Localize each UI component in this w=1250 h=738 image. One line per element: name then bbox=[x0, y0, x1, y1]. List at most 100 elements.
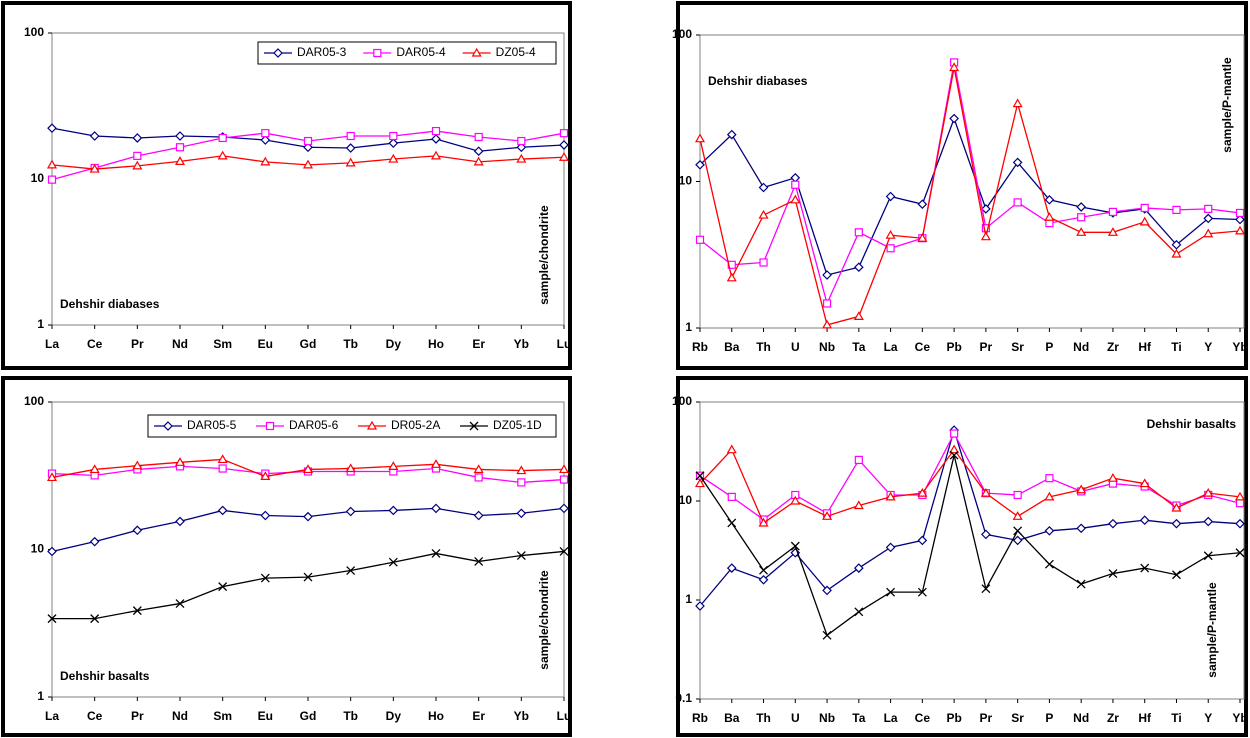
marker bbox=[1139, 478, 1150, 488]
x-tick-label: Dy bbox=[386, 337, 402, 351]
marker bbox=[981, 584, 991, 594]
y-tick-label: 100 bbox=[672, 394, 692, 408]
marker bbox=[1171, 502, 1182, 512]
x-tick-label: Sm bbox=[213, 337, 232, 351]
marker bbox=[822, 270, 832, 280]
x-tick-label: Nb bbox=[819, 711, 835, 725]
legend-marker bbox=[469, 421, 479, 431]
x-tick-label: Eu bbox=[258, 337, 273, 351]
marker bbox=[260, 510, 271, 521]
x-tick-label: Pr bbox=[980, 711, 993, 725]
marker bbox=[430, 459, 442, 468]
marker bbox=[822, 299, 832, 308]
marker bbox=[47, 614, 57, 624]
marker bbox=[1171, 248, 1182, 258]
x-tick-label: Th bbox=[756, 711, 771, 725]
marker bbox=[516, 142, 527, 153]
marker bbox=[758, 517, 769, 527]
x-tick-label: Zr bbox=[1107, 340, 1119, 354]
legend-label: DAR05-3 bbox=[297, 45, 347, 59]
x-tick-label: Tb bbox=[343, 337, 358, 351]
marker bbox=[47, 546, 57, 557]
marker bbox=[1076, 484, 1087, 494]
marker bbox=[175, 599, 185, 609]
x-tick-label: La bbox=[884, 711, 898, 725]
marker bbox=[260, 156, 271, 166]
marker bbox=[1172, 570, 1181, 580]
marker bbox=[345, 463, 356, 473]
marker bbox=[949, 444, 960, 454]
legend-label: DZ05-4 bbox=[496, 45, 536, 59]
marker bbox=[853, 563, 864, 573]
x-tick-label: Rb bbox=[692, 711, 708, 725]
marker bbox=[1044, 212, 1055, 221]
x-tick-label: Th bbox=[756, 340, 771, 354]
series-line bbox=[699, 67, 1241, 326]
marker bbox=[886, 244, 895, 253]
marker bbox=[303, 142, 313, 153]
marker bbox=[1203, 228, 1214, 238]
marker bbox=[89, 536, 100, 547]
marker bbox=[854, 455, 863, 465]
marker bbox=[217, 150, 228, 160]
marker bbox=[218, 464, 227, 473]
marker bbox=[132, 133, 143, 143]
legend-marker bbox=[163, 421, 173, 431]
x-tick-label: Rb bbox=[692, 340, 708, 354]
marker bbox=[345, 157, 356, 167]
marker bbox=[474, 556, 484, 566]
marker bbox=[1108, 518, 1118, 529]
marker bbox=[1012, 157, 1023, 168]
x-tick-label: Ce bbox=[915, 711, 931, 725]
marker bbox=[473, 156, 484, 166]
marker bbox=[885, 229, 896, 239]
marker bbox=[822, 319, 833, 329]
x-tick-label: Sr bbox=[1011, 340, 1024, 354]
marker bbox=[1012, 535, 1023, 546]
marker bbox=[1139, 515, 1150, 526]
marker bbox=[132, 460, 143, 470]
marker bbox=[917, 487, 928, 497]
marker bbox=[1108, 207, 1118, 217]
marker bbox=[1235, 548, 1245, 558]
legend-label: DAR05-4 bbox=[396, 45, 446, 59]
marker bbox=[790, 194, 801, 204]
marker bbox=[791, 180, 800, 189]
y-tick-label: 1 bbox=[37, 689, 44, 703]
y-tick-label: 100 bbox=[672, 27, 692, 41]
marker bbox=[1203, 516, 1214, 527]
marker bbox=[1235, 214, 1245, 225]
marker bbox=[949, 113, 959, 124]
x-tick-label: Pr bbox=[131, 337, 144, 351]
marker bbox=[917, 233, 928, 242]
y-tick-label: 10 bbox=[679, 174, 693, 188]
plot-area bbox=[51, 32, 565, 326]
marker bbox=[89, 163, 100, 173]
marker bbox=[46, 159, 58, 169]
marker bbox=[917, 199, 928, 210]
marker bbox=[758, 182, 769, 193]
marker bbox=[853, 262, 864, 273]
marker bbox=[885, 191, 896, 202]
x-tick-label: Ho bbox=[428, 337, 444, 351]
x-tick-label: Yb bbox=[1232, 340, 1247, 354]
marker bbox=[516, 153, 527, 163]
marker bbox=[822, 585, 832, 596]
marker bbox=[1107, 472, 1118, 482]
marker bbox=[217, 505, 228, 516]
marker bbox=[260, 135, 271, 145]
legend-box bbox=[257, 41, 557, 65]
marker bbox=[218, 133, 227, 143]
marker bbox=[132, 525, 143, 536]
x-tick-label: Lu bbox=[557, 337, 572, 351]
marker bbox=[559, 140, 569, 150]
marker bbox=[727, 518, 737, 528]
x-tick-label: Ta bbox=[852, 711, 865, 725]
y-tick-label: 0.1 bbox=[675, 691, 692, 705]
marker bbox=[726, 563, 737, 573]
marker bbox=[517, 478, 526, 487]
y-axis-label: sample/chondrite bbox=[537, 205, 551, 305]
x-tick-label: Dy bbox=[386, 709, 402, 723]
plot-area bbox=[51, 401, 565, 698]
marker bbox=[516, 508, 527, 519]
